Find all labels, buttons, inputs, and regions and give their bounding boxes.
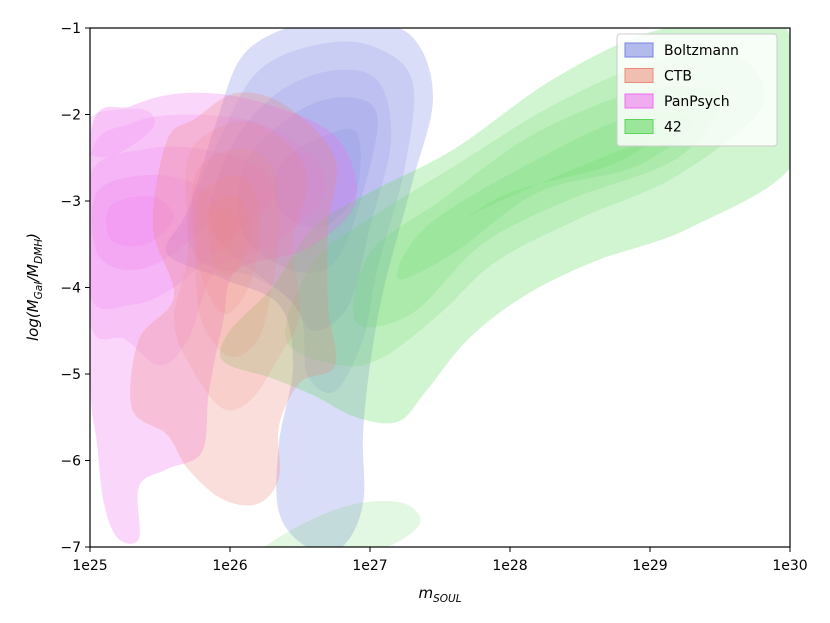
contour-42-3 [396, 111, 692, 280]
contour-panpsych-1 [90, 114, 325, 366]
contour-boltzmann-2 [209, 69, 392, 331]
contour-boltzmann-1 [186, 41, 415, 393]
x-axis-label: mSOUL [418, 584, 461, 605]
contour-boltzmann-4 [274, 128, 361, 228]
legend-swatch-boltzmann [624, 42, 654, 58]
x-tick-label: 1e25 [72, 558, 107, 574]
legend-swatch-ctb [624, 68, 654, 83]
y-axis-label-prefix: log(M [24, 299, 42, 341]
y-axis-label: log(MGal/MDMH) [24, 233, 45, 341]
contour-ctb-2 [191, 148, 279, 358]
contour-panpsych-4 [106, 196, 175, 247]
contour-42-4 [452, 140, 651, 228]
contour-boltzmann-3 [237, 97, 378, 273]
contour-ctb-3 [195, 174, 261, 314]
contour-boltzmann-0 [165, 28, 433, 547]
y-tick-label: −2 [60, 108, 81, 124]
y-tick-label: −4 [60, 281, 81, 297]
y-tick-label: −7 [60, 540, 81, 556]
y-axis-label-sub2: DMH [33, 239, 45, 264]
y-tick-label: −3 [60, 194, 81, 210]
contour-panpsych-5 [90, 108, 155, 158]
legend-label-panpsych: PanPsych [664, 94, 730, 110]
y-tick-label: −1 [60, 21, 81, 37]
contour-42-5 [264, 501, 421, 547]
contour-ctb-4 [206, 195, 251, 276]
series-panpsych [90, 92, 358, 544]
x-tick-label: 1e30 [772, 558, 807, 574]
x-tick-label: 1e28 [492, 558, 527, 574]
legend-label-42: 42 [664, 120, 682, 136]
y-tick-label: −6 [60, 454, 81, 470]
legend-label-boltzmann: Boltzmann [664, 43, 739, 59]
legend-swatch-panpsych [624, 93, 654, 109]
series-boltzmann [165, 28, 433, 547]
x-tick-label: 1e29 [632, 558, 667, 574]
x-axis-label-main: m [418, 584, 433, 602]
x-axis-label-sub: SOUL [433, 593, 462, 605]
y-tick-label: −5 [60, 367, 81, 383]
contour-ctb-1 [173, 121, 308, 411]
legend-label-ctb: CTB [664, 69, 692, 85]
contour-ctb-0 [130, 92, 338, 506]
y-axis-label-mid: /M [24, 264, 42, 284]
x-tick-label: 1e26 [212, 558, 247, 574]
legend-box [616, 33, 778, 147]
legend: Boltzmann CTB PanPsych 42 [616, 33, 778, 147]
contour-panpsych-3 [91, 174, 217, 271]
contour-ctb-5 [214, 208, 238, 253]
x-tick-label: 1e27 [352, 558, 387, 574]
contour-panpsych-2 [90, 146, 274, 310]
legend-swatch-42 [624, 119, 654, 134]
series-ctb [130, 92, 338, 506]
series-layer [90, 28, 790, 547]
axes-layer: 1e25 1e26 1e27 1e28 1e29 1e30 −1 −2 −3 −4 −5 −6 −7 [60, 21, 807, 574]
y-axis-label-sub1: Gal [33, 282, 45, 300]
contour-panpsych-0 [90, 92, 358, 544]
y-axis-label-suffix: ) [24, 233, 42, 240]
